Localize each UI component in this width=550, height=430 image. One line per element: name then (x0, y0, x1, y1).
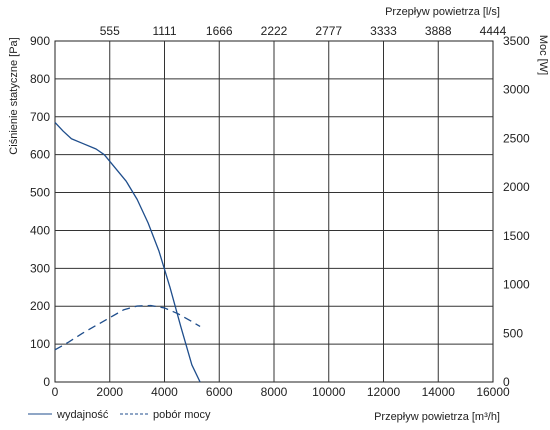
x-axis-ticks: 0 2000 4000 6000 8000 10000 12000 14000 16000 (52, 385, 510, 399)
x2-tick-label: 1666 (206, 24, 233, 38)
y-tick-label: 200 (30, 299, 50, 313)
y2-tick-label: 0 (503, 375, 510, 389)
y2-axis-label: Moc [W] (537, 35, 549, 75)
y2-tick-label: 2000 (503, 180, 530, 194)
y2-tick-label: 3500 (503, 34, 530, 48)
series (54, 122, 201, 383)
y-tick-label: 0 (43, 375, 50, 389)
y2-tick-label: 500 (503, 326, 523, 340)
x2-tick-label: 1111 (152, 24, 176, 38)
x2-tick-label: 2222 (261, 24, 288, 38)
y2-axis-ticks: 0 500 1000 1500 2000 2500 3000 3500 (503, 34, 530, 389)
y-tick-label: 800 (30, 72, 50, 86)
y2-tick-label: 3000 (503, 83, 530, 97)
y-tick-label: 700 (30, 110, 50, 124)
y-axis-label: Ciśnienie statyczne [Pa] (8, 37, 20, 154)
y-tick-label: 400 (30, 223, 50, 237)
x-tick-label: 14000 (422, 385, 456, 399)
y2-tick-label: 1000 (503, 278, 530, 292)
x-tick-label: 0 (52, 385, 59, 399)
x-tick-label: 8000 (261, 385, 288, 399)
y2-tick-label: 1500 (503, 229, 530, 243)
x-tick-label: 10000 (312, 385, 346, 399)
x2-tick-label: 3333 (370, 24, 397, 38)
x-tick-label: 16000 (476, 385, 510, 399)
legend-label-wydajnosc: wydajność (56, 409, 109, 421)
y-tick-label: 600 (30, 148, 50, 162)
y2-tick-label: 2500 (503, 131, 530, 145)
x2-axis-label: Przepływ powietrza [l/s] (385, 6, 500, 18)
y-tick-label: 500 (30, 186, 50, 200)
series-line-wydajnosc (54, 122, 201, 383)
legend-label-pobor-mocy: pobór mocy (153, 409, 211, 421)
x-axis-label: Przepływ powietrza [m³/h] (374, 411, 500, 423)
grid (54, 40, 494, 383)
x2-axis-ticks: 555 1111 1666 2222 2777 3333 3888 4444 (100, 24, 507, 38)
x2-tick-label: 4444 (480, 24, 507, 38)
x-tick-label: 4000 (151, 385, 178, 399)
x-tick-label: 2000 (96, 385, 123, 399)
y-axis-ticks: 0 100 200 300 400 500 600 700 800 900 (30, 34, 50, 389)
y-tick-label: 300 (30, 261, 50, 275)
x-tick-label: 12000 (367, 385, 401, 399)
legend: wydajność pobór mocy (28, 409, 211, 421)
series-line-pobor-mocy (54, 304, 201, 351)
x2-tick-label: 2777 (315, 24, 342, 38)
y-tick-label: 100 (30, 337, 50, 351)
x2-tick-label: 555 (100, 24, 120, 38)
y-tick-label: 900 (30, 34, 50, 48)
x-tick-label: 6000 (206, 385, 233, 399)
x2-tick-label: 3888 (425, 24, 452, 38)
